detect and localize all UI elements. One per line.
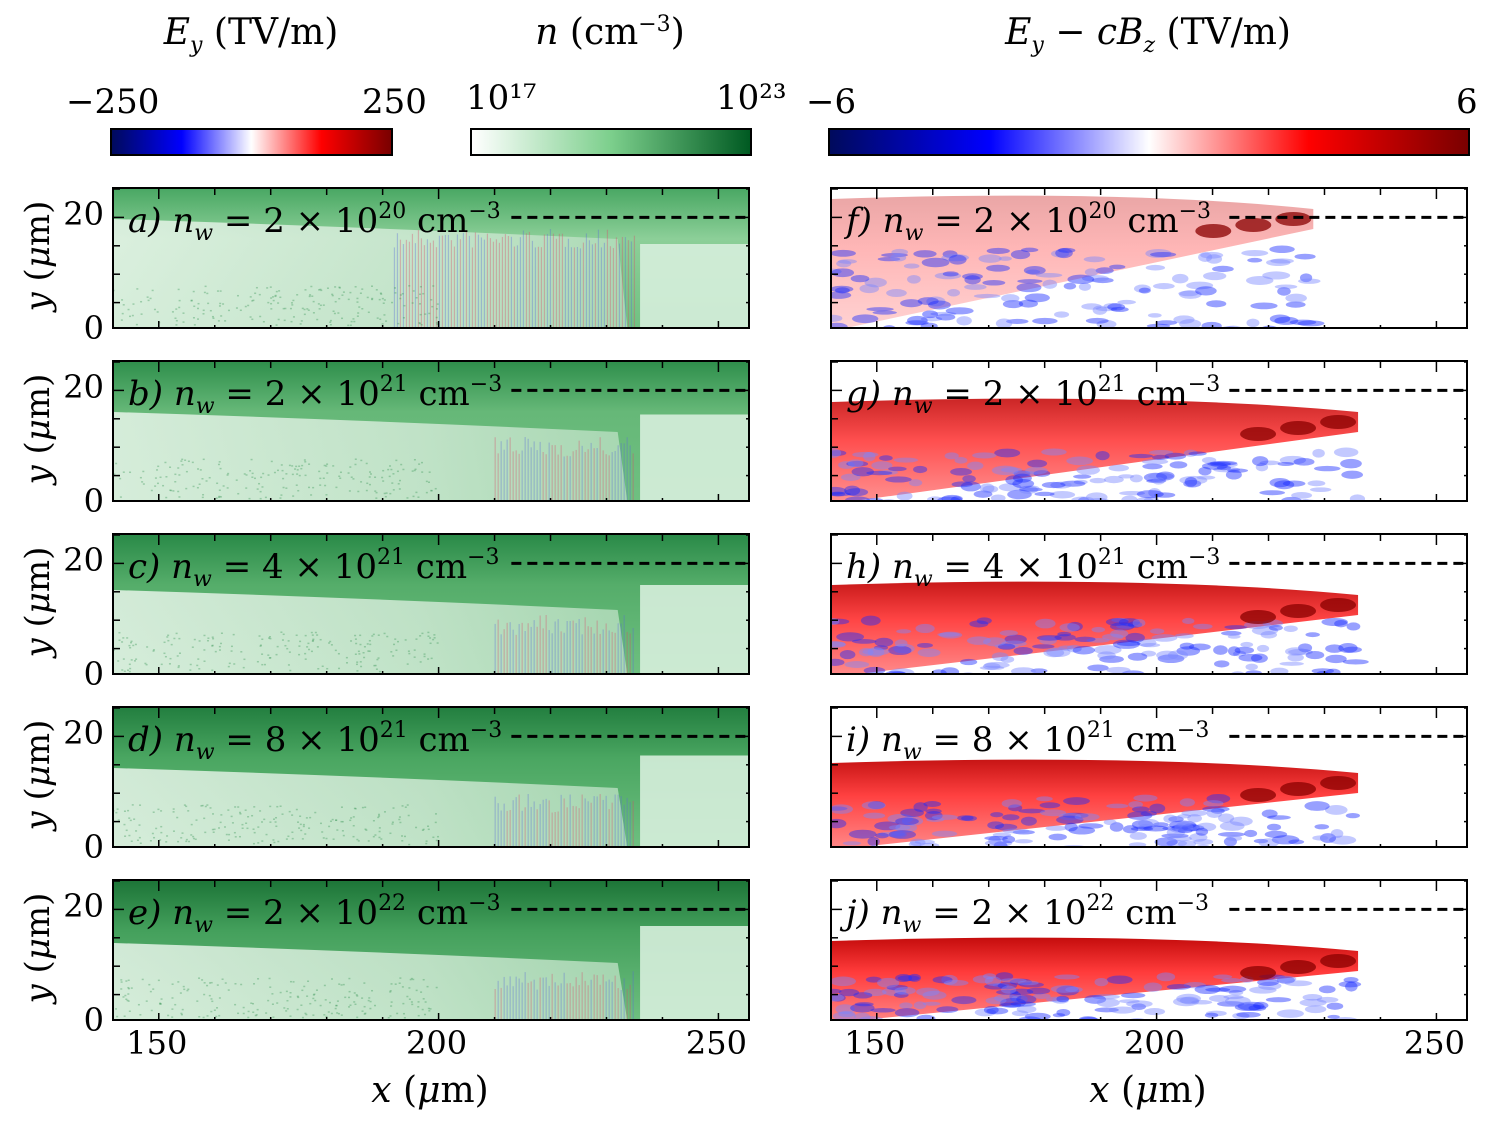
heatmap-image [114,189,748,327]
positive-field-region [832,581,1359,673]
ey-colorbar-title: Ey (TV/m) [163,12,339,59]
heatmap-image [832,881,1466,1019]
y-tick-label: 0 [83,828,104,866]
panel-label: j) nw = 2 × 1022 cm−3 [846,891,1210,938]
density-colorbar-max: 10²³ [716,78,787,118]
panel-label: f) nw = 2 × 1020 cm−3 [846,199,1212,246]
ey-cbz-colorbar-min: −6 [806,82,857,122]
heatmap-image [114,362,748,500]
y-tick-label: 20 [63,541,104,580]
unperturbed-region [640,585,748,673]
heatmap-image [832,708,1466,846]
x-tick-label: 250 [685,1024,747,1062]
y-tick-label: 0 [83,655,104,693]
density-panel-e: e) nw = 2 × 1022 cm−3 [112,879,750,1021]
heatmap-image [832,362,1466,500]
plasma-channel [114,219,628,327]
y-tick-label: 20 [63,714,104,753]
y-tick-label: 20 [63,195,104,234]
y-tick-label: 20 [63,887,104,926]
ey-colorbar [110,128,393,156]
heatmap-image [114,881,748,1019]
density-colorbar [470,128,752,156]
density-panel-c: c) nw = 4 × 1021 cm−3 [112,533,750,675]
ey-cbz-colorbar-max: 6 [1456,82,1478,122]
heatmap-image [114,708,748,846]
panel-label: g) nw = 2 × 1021 cm−3 [846,372,1221,419]
y-axis-label: y (μm) [18,373,58,485]
unperturbed-region [640,755,748,846]
y-axis-label: y (μm) [18,892,58,1004]
positive-field-region [832,195,1314,327]
field-panel-h: h) nw = 4 × 1021 cm−3 [830,533,1468,675]
ey-cbz-colorbar [828,128,1470,156]
x-tick-label: 150 [126,1024,188,1062]
ey-cbz-colorbar-title: Ey − cBz (TV/m) [1005,12,1291,59]
positive-field-region [832,937,1359,1019]
y-tick-label: 20 [63,368,104,407]
positive-field-region [832,398,1359,500]
plasma-channel [114,590,628,673]
field-panel-j: j) nw = 2 × 1022 cm−3 [830,879,1468,1021]
panel-label: h) nw = 4 × 1021 cm−3 [846,545,1221,592]
panel-label: d) nw = 8 × 1021 cm−3 [128,718,503,765]
density-colorbar-min: 10¹⁷ [466,78,537,118]
heatmap-image [832,535,1466,673]
ey-colorbar-min: −250 [66,82,160,122]
panel-label: b) nw = 2 × 1021 cm−3 [128,372,503,419]
density-panel-b: b) nw = 2 × 1021 cm−3 [112,360,750,502]
panel-label: e) nw = 2 × 1022 cm−3 [128,891,501,938]
y-tick-label: 0 [83,1001,104,1039]
field-panel-g: g) nw = 2 × 1021 cm−3 [830,360,1468,502]
ey-colorbar-max: 250 [362,82,427,122]
heatmap-image [114,535,748,673]
x-tick-label: 250 [1403,1024,1465,1062]
heatmap-image [832,189,1466,327]
unperturbed-region [640,414,748,500]
y-axis-label: y (μm) [18,546,58,658]
x-tick-label: 150 [844,1024,906,1062]
x-tick-label: 200 [1124,1024,1186,1062]
y-tick-label: 0 [83,482,104,520]
plasma-channel [114,412,628,500]
field-panel-f: f) nw = 2 × 1020 cm−3 [830,187,1468,329]
right-x-axis-label: x (μm) [1089,1070,1207,1111]
density-panel-a: a) nw = 2 × 1020 cm−3 [112,187,750,329]
field-panel-i: i) nw = 8 × 1021 cm−3 [830,706,1468,848]
density-panel-d: d) nw = 8 × 1021 cm−3 [112,706,750,848]
unperturbed-region [640,926,748,1019]
x-tick-label: 200 [406,1024,468,1062]
plasma-channel [114,768,628,846]
y-axis-label: y (μm) [18,200,58,312]
panel-label: a) nw = 2 × 1020 cm−3 [128,199,501,246]
positive-field-region [832,759,1359,846]
density-colorbar-title: n (cm−3) [535,12,685,53]
panel-label: i) nw = 8 × 1021 cm−3 [846,718,1210,765]
unperturbed-region [640,244,748,327]
y-axis-label: y (μm) [18,719,58,831]
plasma-channel [114,943,628,1019]
y-tick-label: 0 [83,309,104,347]
left-x-axis-label: x (μm) [371,1070,489,1111]
panel-label: c) nw = 4 × 1021 cm−3 [128,545,500,592]
